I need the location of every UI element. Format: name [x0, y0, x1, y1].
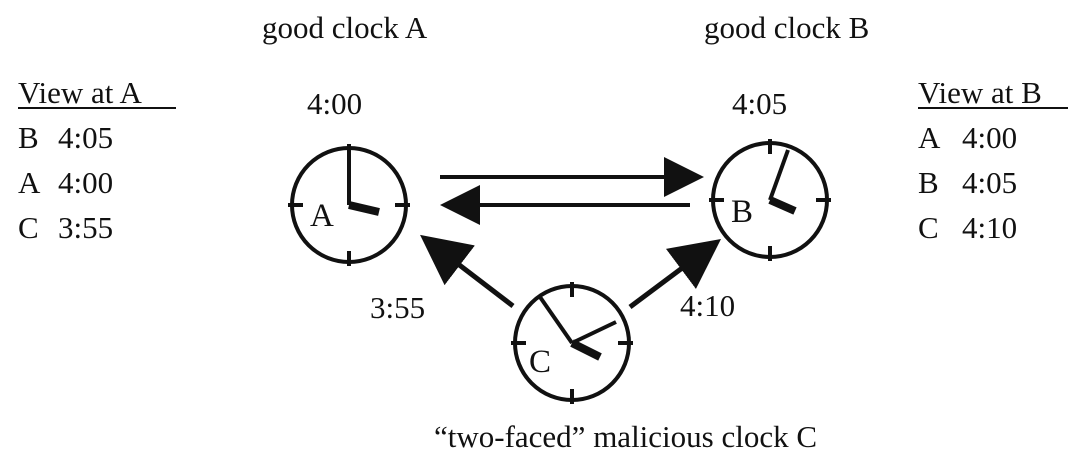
good-clock-a-title: good clock A [262, 10, 428, 45]
clock-b-time-label: 4:05 [732, 86, 787, 121]
view-at-a-heading: View at A [18, 75, 142, 110]
view-at-a-row-1-time: 4:05 [58, 120, 113, 155]
malicious-clock-c-title: “two-faced” malicious clock C [434, 419, 817, 454]
clock-c-letter: C [529, 344, 551, 380]
view-at-b-row-1-time: 4:00 [962, 120, 1017, 155]
view-at-a-row-3-clock: C [18, 210, 39, 245]
good-clock-b-title: good clock B [704, 10, 869, 45]
clock-b-icon [709, 139, 831, 261]
view-at-a-row-3-time: 3:55 [58, 210, 113, 245]
clock-a-icon [288, 144, 410, 266]
view-at-b-row-3-time: 4:10 [962, 210, 1017, 245]
view-at-b-row-3-clock: C [918, 210, 939, 245]
arrow-c-to-a-label: 3:55 [370, 290, 425, 325]
clock-a-letter: A [310, 198, 334, 234]
view-at-a-row-2-clock: A [18, 165, 41, 200]
view-at-b-row-1-clock: A [918, 120, 941, 155]
arrow-c-to-b-label: 4:10 [680, 288, 735, 323]
view-at-a-row-2-time: 4:00 [58, 165, 113, 200]
clock-c-icon [511, 282, 633, 404]
view-at-b-heading: View at B [918, 75, 1042, 110]
clock-a-time-label: 4:00 [307, 86, 362, 121]
view-at-b-row-2-clock: B [918, 165, 939, 200]
view-at-b-row-2-time: 4:05 [962, 165, 1017, 200]
arrow-c-to-b [628, 239, 722, 310]
clock-b-letter: B [731, 194, 753, 230]
arrow-c-to-a [420, 234, 515, 308]
view-at-a-row-1-clock: B [18, 120, 39, 155]
